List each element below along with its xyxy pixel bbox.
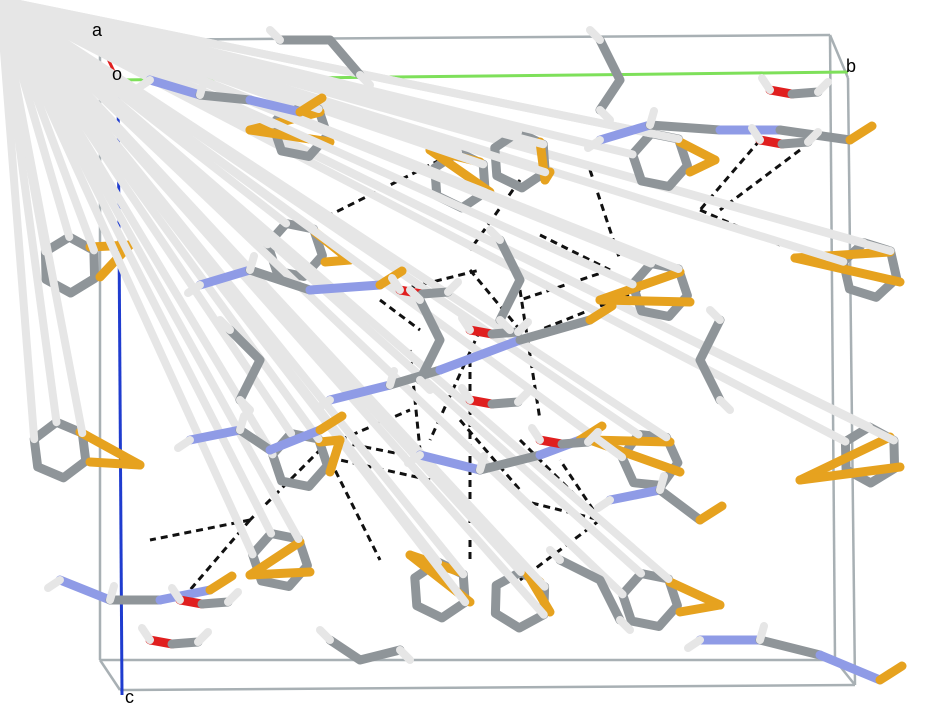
molecules [0,0,907,685]
axis-b-label: b [846,56,856,76]
axis-a-label: a [92,20,103,40]
origin-label: o [112,64,122,84]
axis-c-label: c [125,687,134,707]
